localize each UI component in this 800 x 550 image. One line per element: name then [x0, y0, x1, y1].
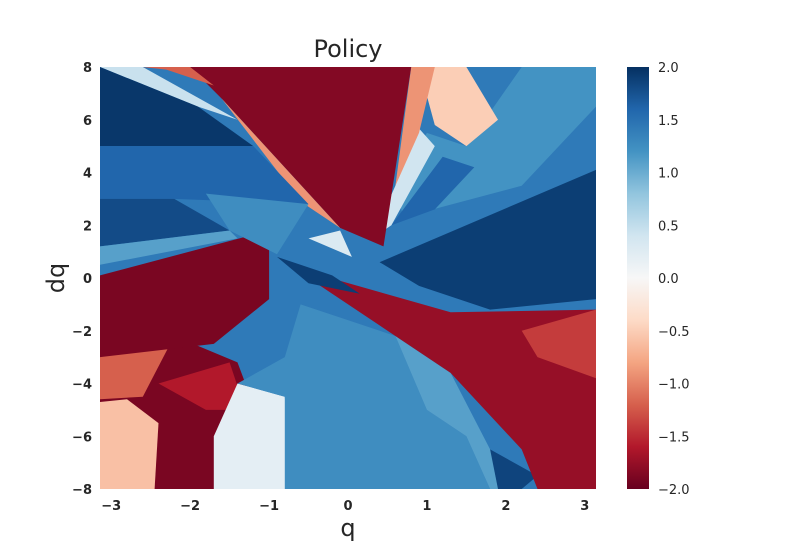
colorbar-tick-label: 0.0 — [658, 272, 679, 287]
colorbar-tick-label: 2.0 — [658, 61, 679, 76]
y-tick-label: 4 — [83, 167, 92, 182]
y-tick-label: 2 — [83, 219, 92, 234]
policy-region-10 — [521, 309, 596, 379]
policy-region-27 — [308, 230, 352, 257]
x-tick-label: −1 — [259, 499, 279, 514]
y-axis-label: dq — [42, 263, 70, 293]
colorbar-tick-label: −2.0 — [658, 483, 690, 498]
policy-region-24 — [205, 193, 309, 255]
policy-region-11 — [277, 256, 360, 294]
policy-regions — [100, 67, 596, 489]
policy-region-4 — [213, 383, 293, 489]
policy-region-25 — [100, 198, 230, 247]
y-tick-label: −2 — [72, 325, 92, 340]
colorbar-tick-label: 1.5 — [658, 114, 679, 129]
y-tick-label: 6 — [83, 114, 92, 129]
policy-region-23 — [100, 146, 309, 205]
policy-region-2 — [158, 362, 246, 410]
policy-region-14 — [391, 156, 475, 226]
policy-region-16 — [419, 67, 498, 147]
policy-region-12 — [379, 169, 596, 310]
policy-region-5 — [237, 304, 491, 489]
x-axis-label: q — [340, 514, 355, 542]
policy-region-3 — [100, 399, 159, 489]
x-tick-label: −2 — [180, 499, 200, 514]
policy-region-9 — [292, 267, 596, 489]
policy-region-7 — [490, 449, 538, 489]
x-tick-label: 3 — [580, 499, 589, 514]
policy-region-17 — [395, 67, 435, 186]
policy-region-21 — [100, 67, 238, 120]
policy-region-19 — [221, 98, 341, 228]
x-tick-label: 0 — [343, 499, 352, 514]
x-tick-label: 2 — [501, 499, 510, 514]
x-tick-label: −3 — [101, 499, 121, 514]
policy-region-18 — [190, 67, 412, 247]
y-tick-label: −8 — [72, 483, 92, 498]
y-tick-label: −4 — [72, 378, 92, 393]
colorbar-tick-label: 0.5 — [658, 219, 679, 234]
policy-region-6 — [395, 336, 514, 489]
colorbar-tick-label: −0.5 — [658, 325, 690, 340]
colorbar-tick-label: 1.0 — [658, 167, 679, 182]
y-tick-label: 8 — [83, 61, 92, 76]
y-axis-ticks: 8 6 4 2 0 −2 −4 −6 −8 — [72, 61, 92, 498]
colorbar-ticks: 2.0 1.5 1.0 0.5 0.0 −0.5 −1.0 −1.5 −2.0 — [658, 61, 690, 498]
colorbar-tick-label: −1.0 — [658, 378, 690, 393]
policy-region-20 — [142, 67, 214, 86]
policy-region-26 — [100, 230, 238, 265]
policy-region-22 — [100, 67, 254, 147]
x-axis-ticks: −3 −2 −1 0 1 2 3 — [101, 499, 589, 514]
y-tick-label: −6 — [72, 430, 92, 445]
colorbar — [627, 67, 649, 489]
chart-title: Policy — [313, 35, 382, 63]
y-tick-label: 0 — [83, 272, 92, 287]
policy-region-8 — [100, 230, 270, 358]
colorbar-tick-label: −1.5 — [658, 430, 690, 445]
x-tick-label: 1 — [422, 499, 431, 514]
